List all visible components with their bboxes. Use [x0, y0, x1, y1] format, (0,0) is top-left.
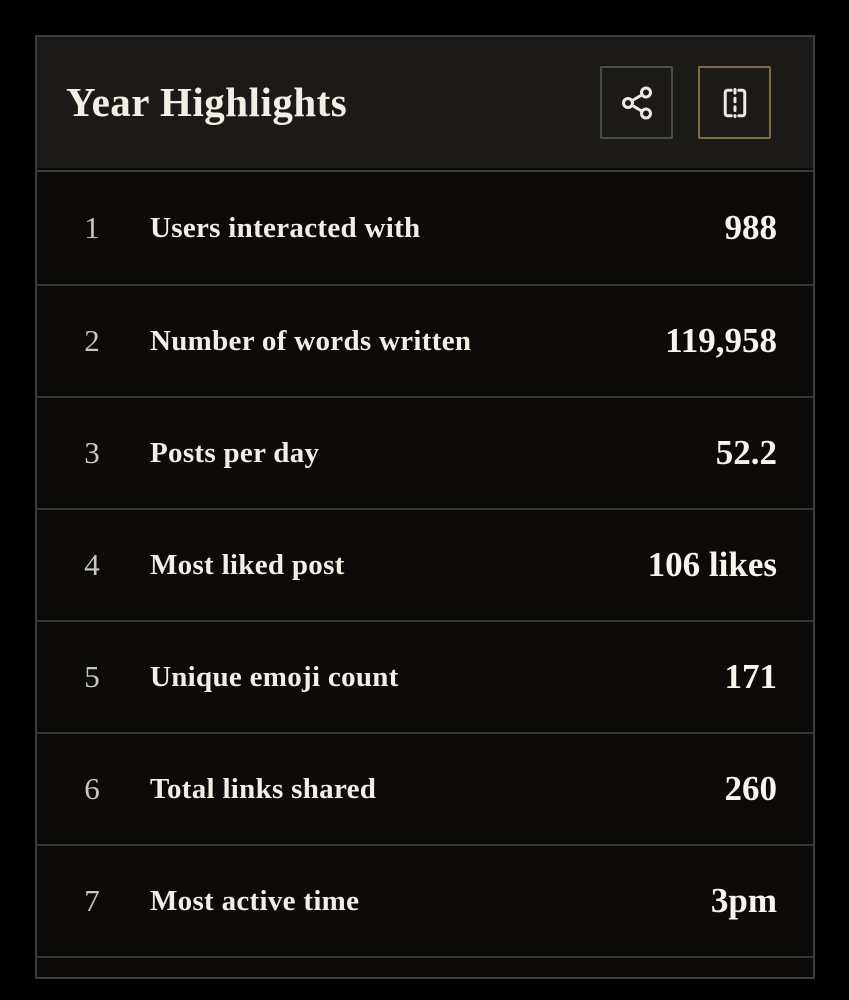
row-index: 3 — [84, 435, 100, 470]
row-label: Users interacted with — [150, 211, 421, 244]
header-buttons — [600, 66, 771, 139]
row-index: 4 — [84, 547, 100, 582]
row-index: 7 — [84, 883, 100, 918]
row-value: 171 — [724, 657, 778, 696]
row-value: 106 likes — [647, 545, 777, 584]
stat-row-users-interacted: 1 Users interacted with 988 — [37, 172, 813, 284]
row-index: 2 — [84, 323, 100, 358]
year-highlights-card: Year Highlights — [35, 35, 815, 979]
page-title: Year Highlights — [66, 79, 348, 125]
stat-row-words-written: 2 Number of words written 119,958 — [37, 284, 813, 396]
share-icon — [619, 85, 655, 121]
row-value: 52.2 — [715, 433, 777, 472]
row-index: 5 — [84, 659, 100, 694]
row-index: 1 — [84, 210, 100, 245]
share-button[interactable] — [600, 66, 673, 139]
stat-row-unique-emoji: 5 Unique emoji count 171 — [37, 620, 813, 732]
row-value: 988 — [724, 208, 778, 247]
stat-row-links-shared: 6 Total links shared 260 — [37, 732, 813, 844]
stats-list: 1 Users interacted with 988 2 Number of … — [37, 170, 813, 977]
stat-row-posts-per-day: 3 Posts per day 52.2 — [37, 396, 813, 508]
card-header: Year Highlights — [37, 37, 813, 170]
row-value: 119,958 — [665, 321, 777, 360]
row-label: Unique emoji count — [150, 660, 399, 693]
row-label: Posts per day — [150, 436, 320, 469]
stat-row-clipped — [37, 956, 813, 977]
row-label: Number of words written — [150, 324, 472, 357]
row-value: 260 — [724, 769, 778, 808]
row-label: Total links shared — [150, 772, 377, 805]
brackets-divider-icon — [717, 85, 753, 121]
divider-button[interactable] — [698, 66, 771, 139]
row-label: Most liked post — [150, 548, 345, 581]
row-label: Most active time — [150, 884, 360, 917]
row-value: 3pm — [710, 881, 777, 920]
stat-row-most-active-time: 7 Most active time 3pm — [37, 844, 813, 956]
row-index: 6 — [84, 771, 100, 806]
stat-row-most-liked-post: 4 Most liked post 106 likes — [37, 508, 813, 620]
